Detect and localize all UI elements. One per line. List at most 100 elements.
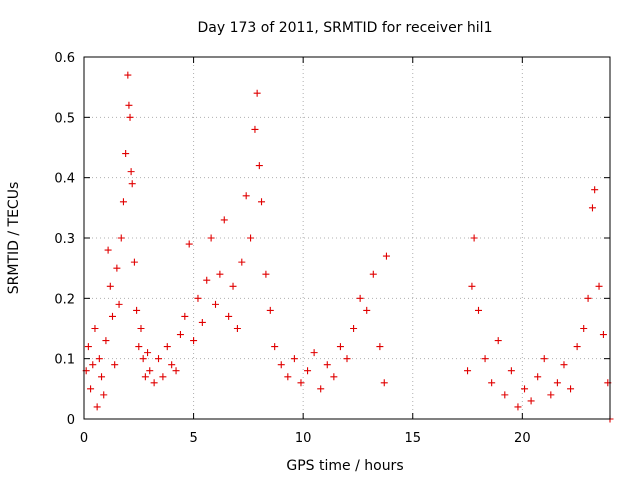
plot-frame xyxy=(83,56,611,420)
data-point xyxy=(363,306,371,314)
data-point xyxy=(229,282,237,290)
axis-ticks xyxy=(83,56,610,420)
data-point xyxy=(553,379,561,387)
data-point xyxy=(560,361,568,369)
data-point xyxy=(350,325,358,332)
x-tick-label: 0 xyxy=(80,431,88,446)
data-point xyxy=(376,343,384,351)
data-point xyxy=(247,234,255,242)
data-point xyxy=(369,270,377,278)
data-point xyxy=(139,355,147,363)
data-point xyxy=(584,294,592,302)
data-point xyxy=(599,331,607,339)
data-point xyxy=(87,385,95,393)
data-point xyxy=(84,343,92,351)
x-axis-label: GPS time / hours xyxy=(286,458,403,474)
data-point xyxy=(150,379,158,387)
data-point xyxy=(534,373,542,381)
y-tick-label: 0.4 xyxy=(54,172,75,187)
y-tick-label: 0.5 xyxy=(54,111,75,126)
data-point xyxy=(253,89,261,97)
data-point xyxy=(168,361,176,369)
x-tick-label: 5 xyxy=(189,431,197,446)
data-point xyxy=(137,325,145,332)
data-point xyxy=(106,282,114,290)
data-point xyxy=(194,294,202,302)
x-tick-label: 15 xyxy=(404,431,421,446)
data-point xyxy=(527,397,535,405)
data-point xyxy=(117,234,125,242)
data-point xyxy=(93,403,101,411)
data-point xyxy=(242,192,250,200)
data-point xyxy=(323,361,331,369)
x-tick-label: 10 xyxy=(295,431,312,446)
data-point xyxy=(501,391,509,399)
data-point xyxy=(89,361,97,369)
data-point xyxy=(133,306,141,314)
data-point xyxy=(588,204,596,212)
data-point xyxy=(104,246,112,254)
data-point xyxy=(135,343,143,351)
data-points xyxy=(82,71,614,423)
data-point xyxy=(380,379,388,387)
data-point xyxy=(124,71,132,79)
data-point xyxy=(220,216,228,224)
data-point xyxy=(238,258,246,266)
data-point xyxy=(98,373,106,381)
data-point xyxy=(113,264,121,272)
data-point xyxy=(144,349,152,357)
data-point xyxy=(155,355,163,363)
data-point xyxy=(233,325,241,332)
data-point xyxy=(159,373,167,381)
data-point xyxy=(127,168,135,176)
data-point xyxy=(277,361,285,369)
data-point xyxy=(470,234,478,242)
data-point xyxy=(207,234,215,242)
y-tick-label: 0.6 xyxy=(54,51,75,66)
data-point xyxy=(190,337,198,345)
data-point xyxy=(290,355,298,363)
data-point xyxy=(514,403,522,411)
data-point xyxy=(255,162,263,170)
x-tick-labels: 0 5 10 15 20 xyxy=(80,431,531,446)
data-point xyxy=(128,180,136,188)
data-point xyxy=(176,331,184,339)
data-point xyxy=(540,355,548,363)
data-point xyxy=(181,312,189,320)
data-point xyxy=(382,252,390,260)
data-point xyxy=(163,343,171,351)
data-point xyxy=(125,101,133,109)
data-point xyxy=(266,306,274,314)
data-point xyxy=(330,373,338,381)
x-tick-label: 20 xyxy=(514,431,531,446)
data-point xyxy=(111,361,119,369)
chart-title: Day 173 of 2011, SRMTID for receiver hil… xyxy=(198,20,493,36)
data-point xyxy=(475,306,482,314)
data-point xyxy=(464,367,472,375)
data-point xyxy=(198,318,206,326)
data-point xyxy=(547,391,555,399)
data-point xyxy=(310,349,318,357)
data-point xyxy=(212,300,219,308)
data-point xyxy=(203,276,211,284)
data-point xyxy=(119,198,127,206)
data-point xyxy=(494,337,502,345)
data-point xyxy=(336,343,344,351)
data-point xyxy=(225,312,233,320)
data-point xyxy=(343,355,351,363)
data-point xyxy=(507,367,515,375)
data-point xyxy=(95,355,103,363)
data-point xyxy=(356,294,364,302)
data-point xyxy=(108,312,116,320)
y-tick-labels: 0 0.1 0.2 0.3 0.4 0.5 0.6 xyxy=(54,51,75,428)
data-point xyxy=(185,240,193,248)
data-point xyxy=(146,367,154,375)
data-point xyxy=(468,282,476,290)
y-tick-label: 0.2 xyxy=(54,292,75,307)
data-point xyxy=(91,325,99,332)
data-point xyxy=(595,282,603,290)
data-point xyxy=(115,300,123,308)
data-point xyxy=(488,379,496,387)
data-point xyxy=(284,373,292,381)
